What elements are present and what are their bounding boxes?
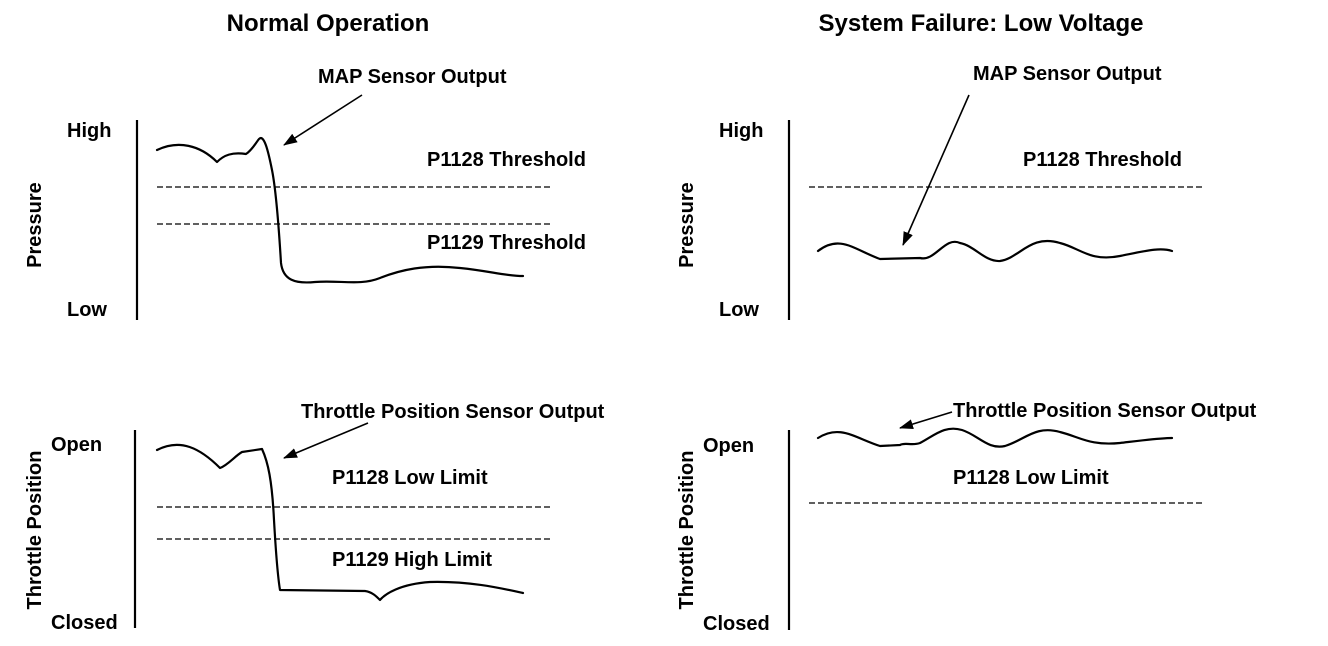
- map-sensor-output-callout: MAP Sensor Output: [318, 66, 507, 88]
- throttle-callout-arrow: [899, 411, 953, 429]
- p1128-threshold-label: P1128 Threshold: [427, 149, 586, 171]
- y-high-label: High: [67, 120, 111, 142]
- panel-normal-pressure: High Low Pressure P1128 Threshold P1129 …: [24, 66, 586, 321]
- throttle-position-output-curve: [816, 427, 1174, 448]
- throttle-sensor-output-callout: Throttle Position Sensor Output: [953, 400, 1257, 422]
- p1129-high-limit-label: P1129 High Limit: [332, 549, 492, 571]
- title-system-failure: System Failure: Low Voltage: [819, 10, 1144, 37]
- y-low-label: Low: [719, 299, 759, 321]
- y-axis-label: Throttle Position: [676, 451, 698, 610]
- title-normal-operation: Normal Operation: [227, 10, 430, 37]
- panel-normal-throttle: Open Closed Throttle Position P1128 Low …: [24, 401, 605, 634]
- map-sensor-output-curve: [155, 136, 525, 284]
- panel-failure-throttle: Open Closed Throttle Position P1128 Low …: [676, 400, 1257, 635]
- y-open-label: Open: [51, 434, 102, 456]
- p1128-threshold-label: P1128 Threshold: [1023, 149, 1182, 171]
- y-closed-label: Closed: [703, 613, 770, 635]
- y-axis-label: Pressure: [676, 182, 698, 268]
- y-axis-label: Throttle Position: [24, 451, 46, 610]
- throttle-callout-arrow: [283, 422, 369, 459]
- map-callout-arrow: [902, 94, 970, 246]
- p1128-low-limit-label: P1128 Low Limit: [332, 467, 488, 489]
- map-sensor-output-curve: [816, 240, 1174, 263]
- map-callout-arrow: [283, 94, 363, 146]
- p1128-low-limit-label: P1128 Low Limit: [953, 467, 1109, 489]
- panel-failure-pressure: High Low Pressure P1128 Threshold MAP Se…: [676, 63, 1205, 321]
- throttle-sensor-output-callout: Throttle Position Sensor Output: [301, 401, 605, 423]
- y-high-label: High: [719, 120, 763, 142]
- p1129-threshold-label: P1129 Threshold: [427, 232, 586, 254]
- throttle-position-output-curve: [155, 443, 525, 602]
- y-axis-label: Pressure: [24, 182, 46, 268]
- map-sensor-output-callout: MAP Sensor Output: [973, 63, 1162, 85]
- y-open-label: Open: [703, 435, 754, 457]
- y-closed-label: Closed: [51, 612, 118, 634]
- y-low-label: Low: [67, 299, 107, 321]
